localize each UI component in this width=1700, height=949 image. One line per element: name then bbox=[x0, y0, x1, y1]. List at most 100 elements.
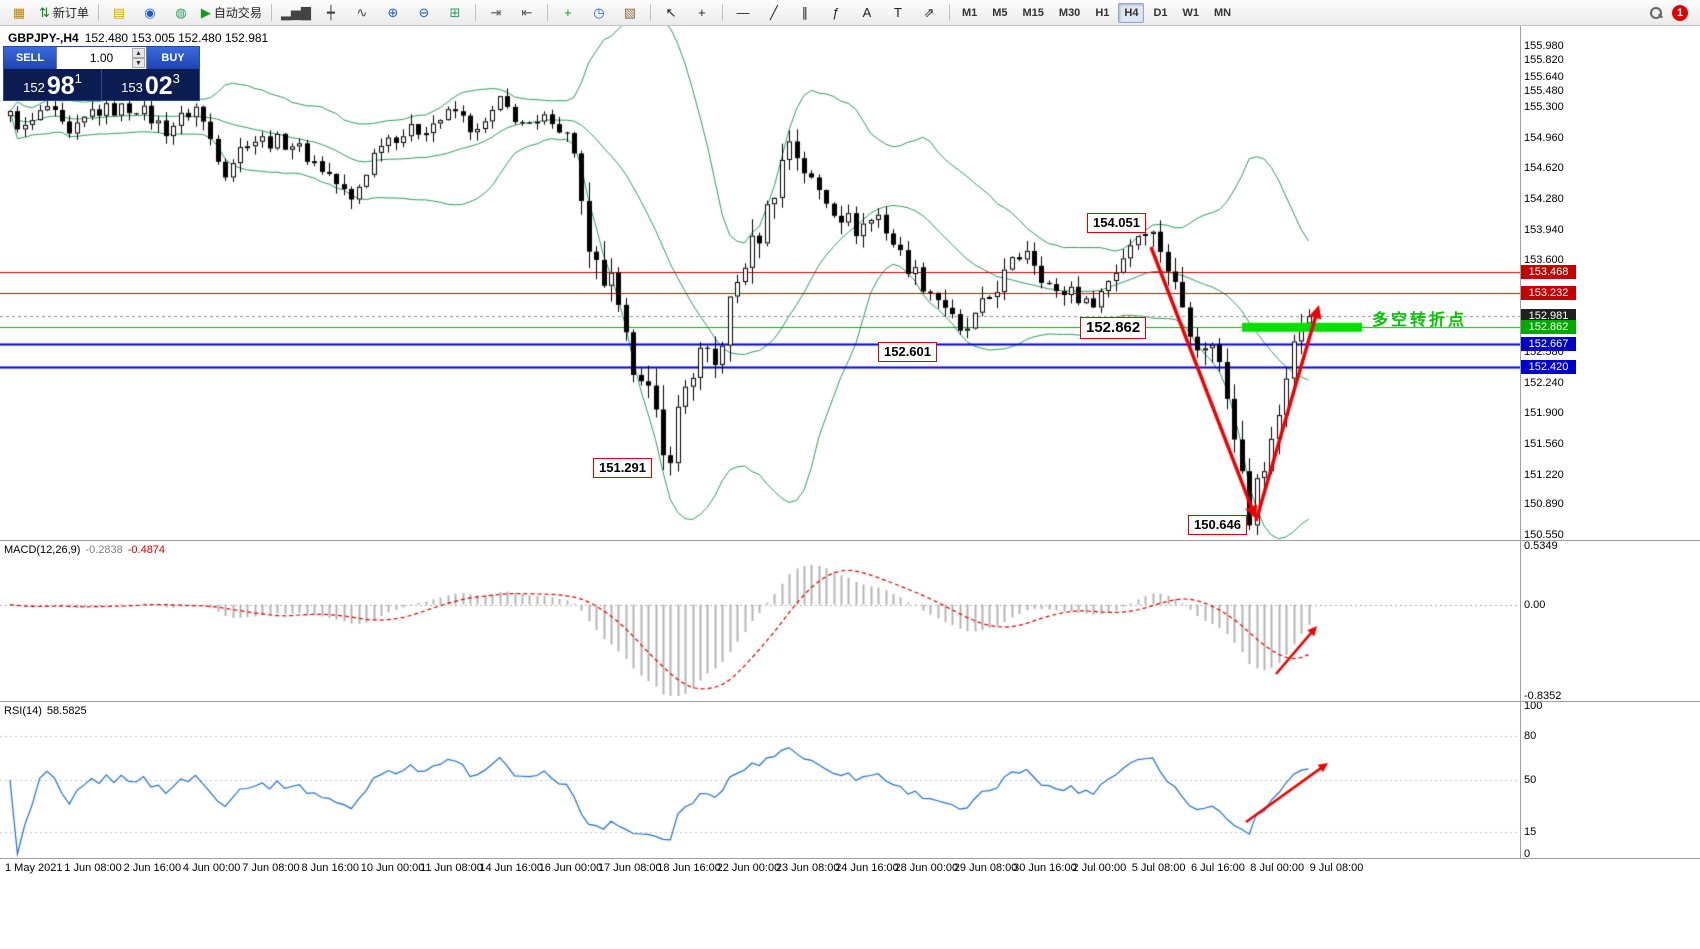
volume-up-button[interactable]: ▲ bbox=[132, 48, 145, 58]
crosshair-icon: + bbox=[698, 5, 706, 20]
zoom-in-icon: ⊕ bbox=[387, 5, 399, 20]
sell-price-pips: 98 bbox=[46, 72, 75, 100]
time-label: 6 Jul 16:00 bbox=[1191, 862, 1245, 874]
fibonacci-tool-button[interactable]: ƒ bbox=[821, 1, 851, 24]
price-annotation-label[interactable]: 151.291 bbox=[593, 458, 652, 478]
horizontal-line-tool-icon: — bbox=[736, 5, 750, 20]
candlestick-chart-icon: ┿ bbox=[327, 5, 335, 20]
horizontal-line-tool-button[interactable]: — bbox=[728, 1, 758, 24]
price-tick: 151.560 bbox=[1524, 438, 1564, 451]
time-label: 28 Jun 00:00 bbox=[894, 862, 959, 874]
zoom-in-button[interactable]: ⊕ bbox=[378, 1, 408, 24]
price-annotation-label[interactable]: 154.051 bbox=[1087, 213, 1146, 233]
time-label: 2 Jul 00:00 bbox=[1072, 862, 1127, 874]
notification-badge[interactable]: 1 bbox=[1672, 4, 1688, 21]
periods-button[interactable]: ◷ bbox=[584, 1, 614, 24]
auto-scroll-button[interactable]: ⇥ bbox=[481, 1, 511, 24]
timeframe-h4[interactable]: H4 bbox=[1118, 2, 1145, 23]
trendline-tool-button[interactable]: ╱ bbox=[759, 1, 789, 24]
tile-windows-button[interactable]: ⊞ bbox=[440, 1, 470, 24]
timeframe-m15[interactable]: M15 bbox=[1022, 6, 1044, 19]
line-chart-button[interactable]: ∿ bbox=[347, 1, 377, 24]
arrows-tool-icon: ⇗ bbox=[923, 5, 935, 20]
timeframe-mn[interactable]: MN bbox=[1214, 6, 1232, 19]
buy-button[interactable]: BUY bbox=[147, 47, 199, 69]
volume-down-button[interactable]: ▼ bbox=[132, 58, 145, 68]
channel-tool-button[interactable]: ∥ bbox=[790, 1, 820, 24]
cursor-button[interactable]: ↖ bbox=[656, 1, 686, 24]
price-tag: 152.420 bbox=[1521, 359, 1576, 374]
time-label: 8 Jul 00:00 bbox=[1250, 862, 1305, 874]
macd-panel-canvas[interactable] bbox=[0, 541, 1520, 701]
symbol-ohlc-line: GBPJPY-,H4 152.480 153.005 152.480 152.98… bbox=[8, 31, 268, 45]
panel-separator bbox=[0, 858, 1700, 859]
history-center-button[interactable]: ▤ bbox=[104, 1, 134, 24]
time-label: 29 Jun 08:00 bbox=[953, 862, 1018, 874]
macd-label: MACD(12,26,9) -0.2838 -0.4874 bbox=[4, 544, 165, 556]
price-annotation-label[interactable]: 152.862 bbox=[1080, 317, 1147, 339]
sell-button[interactable]: SELL bbox=[4, 47, 56, 69]
panel-separator[interactable] bbox=[0, 540, 1700, 541]
timeframe-w1[interactable]: W1 bbox=[1182, 6, 1200, 19]
search-icon[interactable] bbox=[1650, 6, 1662, 19]
turning-point-annotation[interactable]: 多空转折点 bbox=[1372, 312, 1468, 329]
templates-button[interactable]: ▧ bbox=[615, 1, 645, 24]
timeframe-m5[interactable]: M5 bbox=[992, 6, 1008, 19]
time-label: 17 Jun 08:00 bbox=[598, 862, 662, 874]
new-order-button-label: 新订单 bbox=[52, 6, 89, 20]
candlestick-chart-button[interactable]: ┿ bbox=[316, 1, 346, 24]
rsi-name: RSI(14) bbox=[4, 705, 42, 717]
price-annotation-label[interactable]: 152.601 bbox=[878, 342, 937, 362]
price-tick: 151.220 bbox=[1524, 468, 1564, 481]
fibonacci-tool-icon: ƒ bbox=[832, 5, 840, 20]
price-tick: 155.820 bbox=[1524, 54, 1564, 67]
charts-button[interactable]: ▦ bbox=[4, 1, 34, 24]
periods-icon: ◷ bbox=[593, 5, 605, 20]
chart-shift-icon: ⇤ bbox=[521, 5, 533, 20]
timeframe-m30[interactable]: M30 bbox=[1058, 6, 1081, 19]
strategy-tester-icon: ◍ bbox=[175, 5, 187, 20]
text-tool-button[interactable]: A bbox=[852, 1, 882, 24]
rsi-axis-tick: 80 bbox=[1524, 729, 1537, 742]
time-label: 4 Jun 00:00 bbox=[182, 862, 241, 874]
crosshair-button[interactable]: + bbox=[687, 1, 717, 24]
symbol-label: GBPJPY-,H4 bbox=[8, 31, 79, 45]
price-tag: 153.468 bbox=[1521, 265, 1576, 280]
bar-chart-button[interactable]: ▂▅▇ bbox=[277, 1, 315, 24]
arrows-tool-button[interactable]: ⇗ bbox=[914, 1, 944, 24]
rsi-panel-canvas[interactable] bbox=[0, 702, 1520, 858]
timeframe-h1[interactable]: H1 bbox=[1095, 6, 1110, 19]
volume-box: ▲▼ bbox=[56, 47, 147, 69]
auto-trading-button-label: 自动交易 bbox=[213, 6, 262, 20]
time-label: 9 Jul 08:00 bbox=[1309, 862, 1364, 874]
buy-price[interactable]: 153 02 3 bbox=[101, 69, 199, 100]
indicators-button[interactable]: + bbox=[553, 1, 583, 24]
price-tick: 154.280 bbox=[1524, 193, 1564, 206]
market-watch-button[interactable]: ◉ bbox=[135, 1, 165, 24]
ohlc-values: 152.480 153.005 152.480 152.981 bbox=[84, 31, 269, 45]
price-tag: 152.862 bbox=[1521, 319, 1576, 334]
volume-input[interactable] bbox=[71, 50, 132, 66]
strategy-tester-button[interactable]: ◍ bbox=[166, 1, 196, 24]
auto-trading-button[interactable]: ▶ 自动交易 bbox=[197, 1, 266, 24]
label-tool-button[interactable]: T bbox=[883, 1, 913, 24]
main-chart-canvas[interactable] bbox=[0, 26, 1520, 540]
chart-shift-button[interactable]: ⇤ bbox=[512, 1, 542, 24]
timeframe-m1[interactable]: M1 bbox=[961, 6, 978, 19]
macd-name: MACD(12,26,9) bbox=[4, 544, 81, 556]
price-annotation-label[interactable]: 150.646 bbox=[1188, 515, 1247, 535]
panel-separator[interactable] bbox=[0, 701, 1700, 702]
price-tick: 152.240 bbox=[1524, 376, 1564, 389]
sell-price[interactable]: 152 98 1 bbox=[4, 69, 101, 100]
price-tag: 153.232 bbox=[1521, 286, 1576, 301]
toolbar-separator bbox=[649, 4, 651, 21]
new-order-button[interactable]: ⇅ 新订单 bbox=[35, 1, 93, 24]
time-label: 22 Jun 00:00 bbox=[716, 862, 781, 874]
buy-price-pips: 02 bbox=[144, 72, 173, 100]
price-tick: 155.640 bbox=[1524, 70, 1564, 83]
price-tick: 153.940 bbox=[1524, 223, 1564, 236]
price-tick: 150.890 bbox=[1524, 498, 1564, 511]
timeframe-d1[interactable]: D1 bbox=[1153, 6, 1168, 19]
zoom-out-button[interactable]: ⊖ bbox=[409, 1, 439, 24]
